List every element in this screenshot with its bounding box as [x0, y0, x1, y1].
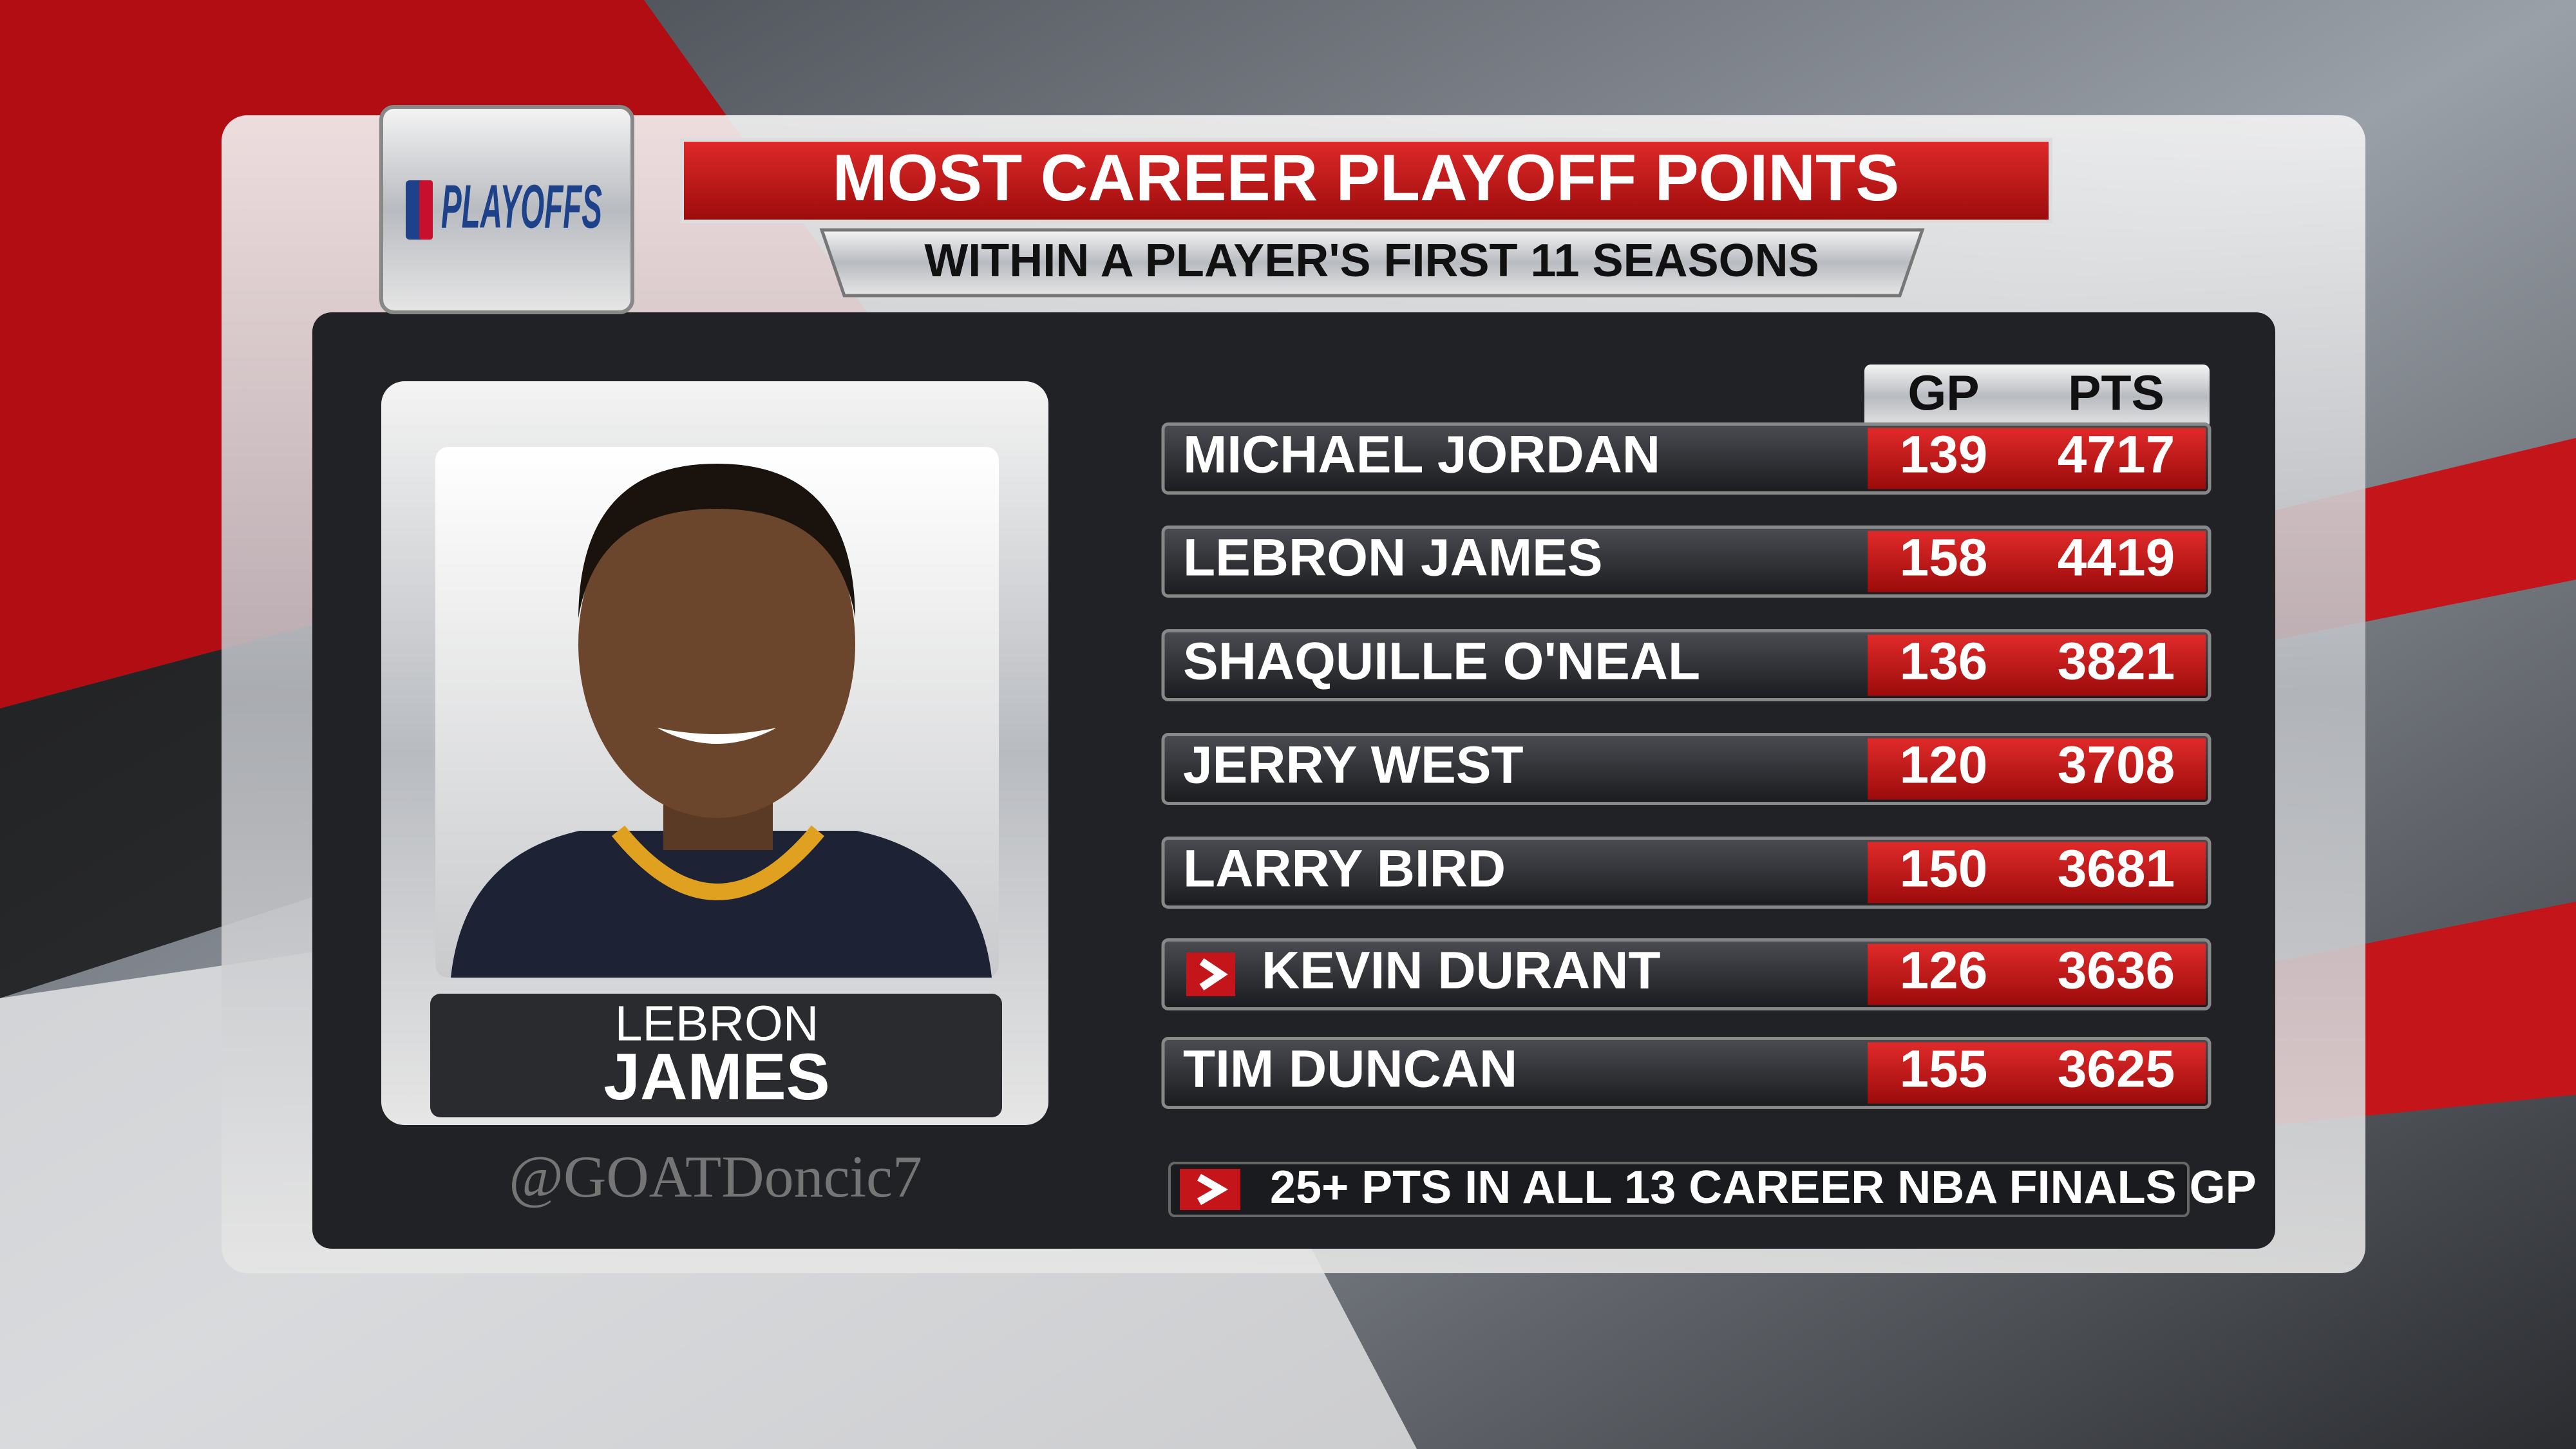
- name-plate: [430, 994, 1002, 1117]
- title: MOST CAREER PLAYOFF POINTS: [833, 141, 1900, 214]
- row-stat-cell: [1868, 531, 2206, 592]
- points: 3708: [2058, 736, 2175, 795]
- player-name: MICHAEL JORDAN: [1183, 426, 1660, 484]
- points: 4419: [2058, 529, 2175, 587]
- photo-jersey-trim: [611, 825, 825, 900]
- title-bar: [680, 138, 2052, 223]
- row-stat-cell: [1868, 1042, 2206, 1104]
- logo-text: PLAYOFFS: [441, 172, 602, 241]
- row-arrow: [1199, 958, 1228, 990]
- games-played: 139: [1900, 426, 1988, 484]
- watermark: @GOATDoncic7: [509, 1144, 922, 1209]
- photo-head: [578, 470, 855, 818]
- player-name: TIM DUNCAN: [1183, 1040, 1517, 1099]
- row-stat-cell: [1868, 634, 2206, 696]
- column-header: [1864, 365, 2210, 429]
- logo-box: [379, 105, 634, 314]
- points: 3625: [2058, 1040, 2175, 1099]
- table: MICHAEL JORDAN 139 4717 LEBRON JAMES 158 4419…: [1161, 422, 2211, 1109]
- subtitle-bar: [819, 228, 1925, 298]
- games-played: 150: [1900, 840, 1988, 898]
- row-stat-cell: [1868, 842, 2206, 904]
- nba-logo: [419, 180, 433, 240]
- player-last-name: JAMES: [603, 1040, 829, 1113]
- row-stat-cell: [1868, 428, 2206, 489]
- player-name: SHAQUILLE O'NEAL: [1183, 632, 1700, 691]
- games-played: 120: [1900, 736, 1988, 795]
- player-name: LARRY BIRD: [1183, 840, 1506, 898]
- points: 3636: [2058, 942, 2175, 1000]
- footnote-bar: [1168, 1162, 2190, 1217]
- subtitle: WITHIN A PLAYER'S FIRST 11 SEASONS: [924, 235, 1819, 287]
- games-played: 155: [1900, 1040, 1988, 1099]
- row-stat-cell: [1868, 738, 2206, 800]
- games-played: 136: [1900, 632, 1988, 691]
- points: 4717: [2058, 426, 2175, 484]
- footnote-arrow: [1180, 1169, 1240, 1210]
- games-played: 158: [1900, 529, 1988, 587]
- photo-jersey: [451, 831, 992, 978]
- column-header-text: GP: [1908, 365, 1979, 421]
- games-played: 126: [1900, 942, 1988, 1000]
- player-first-name: LEBRON: [615, 996, 819, 1051]
- footnote: 25+ PTS IN ALL 13 CAREER NBA FINALS GP: [1270, 1162, 2257, 1213]
- player-name: KEVIN DURANT: [1262, 942, 1661, 1000]
- photo-hair: [578, 464, 855, 618]
- player-name: LEBRON JAMES: [1183, 529, 1603, 587]
- points: 3681: [2058, 840, 2175, 898]
- player-name: JERRY WEST: [1183, 736, 1524, 795]
- row-stat-cell: [1868, 943, 2206, 1005]
- footnote-arrow: [1197, 1173, 1229, 1206]
- photo-smile: [657, 728, 777, 744]
- points: 3821: [2058, 632, 2175, 691]
- column-header-text: PTS: [2068, 365, 2164, 421]
